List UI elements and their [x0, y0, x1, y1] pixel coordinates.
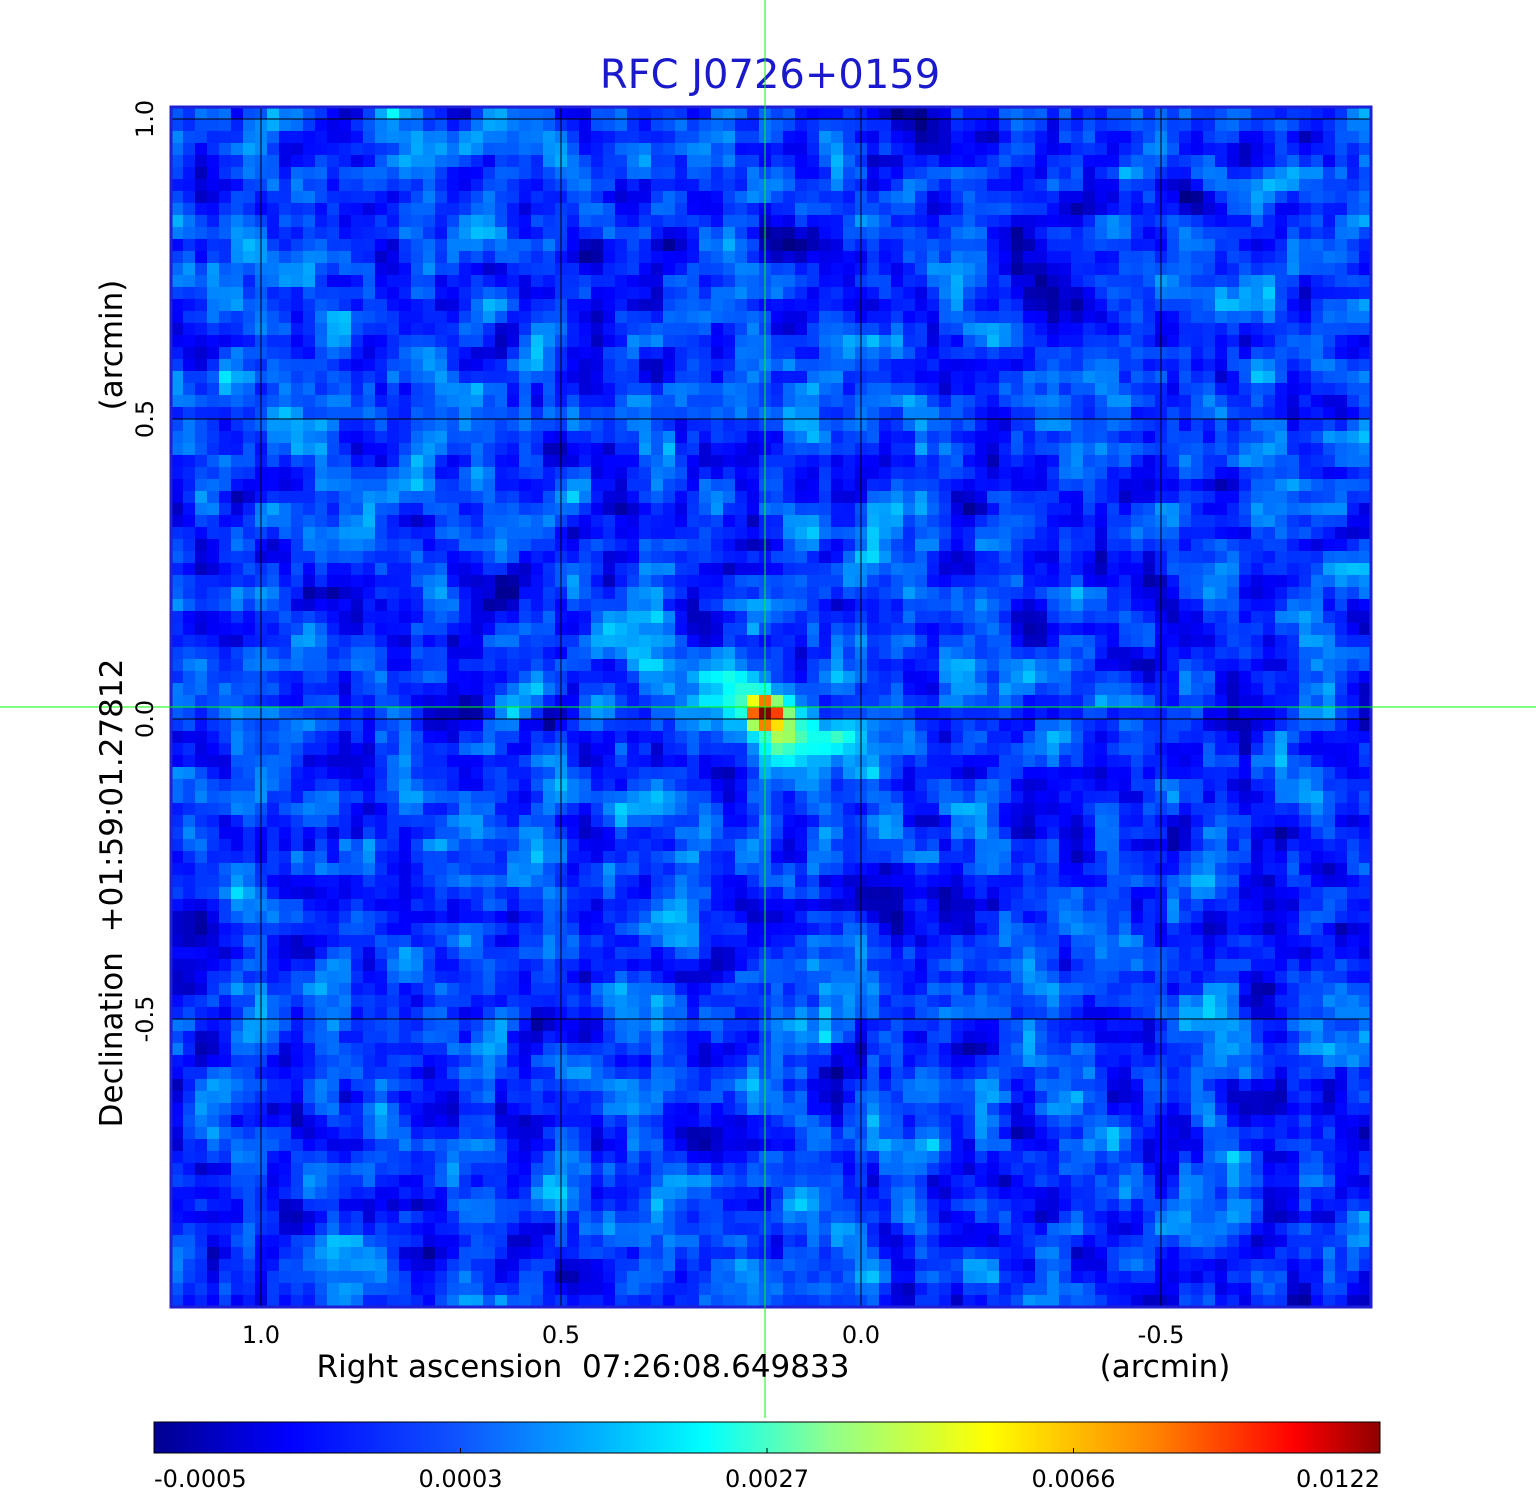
y-tick-label: 0.5 — [131, 400, 159, 438]
y-tick-label: -0.5 — [131, 996, 159, 1043]
x-axis-unit: (arcmin) — [1100, 1349, 1231, 1385]
y-tick-label: 0.0 — [131, 700, 159, 738]
heatmap-image — [171, 107, 1372, 1308]
colorbar-tick-label: 0.0027 — [725, 1465, 809, 1493]
crosshair — [0, 0, 1536, 1418]
x-tick-label: 1.0 — [242, 1321, 280, 1349]
colorbar-tick-label: 0.0122 — [1296, 1465, 1380, 1493]
chart-title: RFC J0726+0159 — [600, 52, 940, 98]
x-tick-label: 0.5 — [542, 1321, 580, 1349]
y-axis-unit: (arcmin) — [94, 280, 130, 411]
x-tick-labels: 1.0 0.5 0.0 -0.5 — [242, 1321, 1185, 1349]
colorbar-ticks: -0.0005 0.0003 0.0027 0.0066 0.0122 — [154, 1448, 1380, 1493]
x-tick-label: -0.5 — [1138, 1321, 1185, 1349]
colorbar-tick-label: 0.0003 — [419, 1465, 503, 1493]
y-tick-labels: 1.0 0.5 0.0 -0.5 — [131, 100, 159, 1043]
colorbar — [153, 1421, 1381, 1454]
y-tick-label: 1.0 — [131, 100, 159, 138]
x-axis-label: Right ascension 07:26:08.649833 — [317, 1349, 850, 1385]
colorbar-tick-label: 0.0066 — [1032, 1465, 1116, 1493]
y-axis-label: Declination +01:59:01.27812 — [94, 659, 130, 1128]
colorbar-tick-label: -0.0005 — [154, 1465, 247, 1493]
x-tick-label: 0.0 — [842, 1321, 880, 1349]
